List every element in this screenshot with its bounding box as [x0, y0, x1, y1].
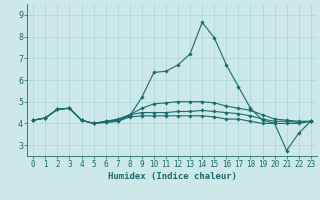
X-axis label: Humidex (Indice chaleur): Humidex (Indice chaleur)	[108, 172, 236, 181]
